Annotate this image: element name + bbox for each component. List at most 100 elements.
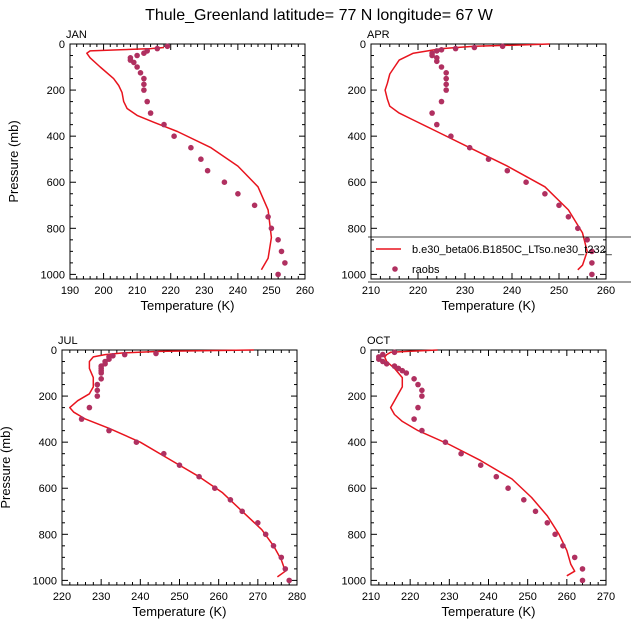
raobs-point: [204, 167, 211, 174]
x-tick-label: 250: [170, 591, 188, 603]
x-axis-label: Temperature (K): [442, 604, 536, 619]
raobs-point: [584, 237, 590, 243]
panel-label: JUL: [58, 335, 78, 347]
y-tick-label: 600: [39, 483, 57, 495]
y-tick-label: 400: [348, 437, 366, 449]
raobs-point: [286, 577, 293, 584]
raobs-point: [521, 497, 527, 503]
raobs-point: [133, 439, 140, 446]
x-tick-label: 260: [558, 591, 576, 603]
raobs-point: [262, 531, 269, 538]
y-tick-label: 800: [348, 529, 366, 541]
model-line: [69, 349, 287, 578]
raobs-point: [523, 179, 529, 185]
raobs-point: [556, 202, 562, 209]
raobs-point: [251, 202, 258, 209]
raobs-point: [131, 59, 137, 66]
raobs-point: [391, 349, 398, 356]
raobs-point: [227, 497, 234, 503]
raobs-point: [198, 156, 204, 162]
raobs-point: [188, 144, 194, 151]
y-tick-label: 1000: [33, 575, 57, 587]
panel-label: APR: [367, 29, 390, 41]
panel-oct: 210 220 230 240 250 260 270 0 200 400 600 800 1000 Te…: [342, 335, 616, 619]
x-tick-label: 210: [128, 285, 146, 297]
raobs-point: [94, 381, 101, 388]
y-tick-label: 400: [39, 437, 57, 449]
y-tick-label: 0: [51, 345, 57, 357]
raobs-point: [434, 48, 440, 54]
panel-apr: 210 220 230 240 250 260 0 200 400 600 800 1000 Tempe…: [342, 29, 616, 313]
panel-label: JAN: [66, 29, 87, 41]
x-tick-label: 230: [440, 591, 458, 603]
x-tick-label: 220: [401, 591, 419, 603]
x-tick-label: 250: [518, 591, 536, 603]
y-tick-label: 800: [348, 223, 366, 235]
x-tick-label: 240: [229, 285, 247, 297]
x-tick-label: 280: [288, 591, 306, 603]
y-tick-label: 800: [47, 223, 65, 235]
raobs-point: [270, 543, 277, 549]
raobs-point: [443, 75, 450, 82]
raobs-point: [466, 144, 473, 151]
y-tick-label: 1000: [342, 575, 366, 587]
raobs-point: [141, 75, 147, 82]
raobs-point: [438, 98, 445, 105]
x-tick-label: 250: [262, 285, 280, 297]
raobs-point: [434, 58, 440, 65]
x-tick-label: 220: [53, 591, 71, 603]
y-tick-label: 200: [47, 85, 65, 97]
raobs-point: [98, 370, 104, 376]
x-tick-label: 230: [195, 285, 213, 297]
raobs-point: [141, 87, 147, 93]
raobs-point: [78, 416, 85, 422]
raobs-point: [579, 566, 586, 572]
x-tick-label: 190: [61, 285, 79, 297]
raobs-point: [161, 450, 167, 457]
x-tick-label: 270: [597, 591, 615, 603]
raobs-point: [86, 404, 93, 411]
raobs-point: [589, 260, 595, 266]
raobs-point: [278, 554, 285, 561]
raobs-point: [579, 577, 586, 584]
model-line: [384, 43, 588, 271]
raobs-point: [141, 50, 147, 56]
x-tick-label: 260: [209, 591, 227, 603]
raobs-point: [452, 45, 459, 52]
raobs-point: [278, 248, 285, 255]
model-line: [86, 46, 273, 271]
raobs-point: [443, 81, 450, 88]
raobs-point: [499, 43, 506, 50]
raobs-point: [141, 81, 147, 88]
raobs-point: [134, 52, 140, 59]
raobs-point: [552, 531, 558, 538]
y-tick-label: 1000: [342, 269, 366, 281]
raobs-point: [137, 70, 144, 76]
raobs-point: [265, 214, 271, 220]
raobs-point: [282, 260, 288, 266]
raobs-point: [434, 121, 440, 128]
raobs-point: [147, 110, 154, 116]
y-tick-label: 600: [348, 177, 366, 189]
x-tick-label: 240: [503, 285, 521, 297]
x-tick-label: 240: [479, 591, 497, 603]
legend-model-label: b.e30_beta06.B1850C_LTso.ne30_t232_: [412, 244, 613, 256]
y-tick-label: 600: [47, 177, 65, 189]
raobs-point: [443, 87, 450, 93]
raobs-point: [438, 64, 445, 70]
raobs-point: [98, 376, 104, 382]
raobs-point: [565, 214, 572, 220]
x-tick-label: 260: [597, 285, 615, 297]
raobs-point: [415, 404, 421, 411]
raobs-point: [275, 271, 281, 278]
raobs-point: [161, 121, 167, 128]
x-tick-label: 200: [94, 285, 112, 297]
y-axis-label: Pressure (mb): [0, 426, 13, 508]
y-tick-label: 200: [348, 85, 366, 97]
raobs-point: [471, 44, 478, 51]
raobs-point: [275, 237, 281, 243]
raobs-point: [106, 427, 112, 434]
panel-jul: 220 230 240 250 260 270 280 0 200 400 600 800 1000 Te…: [0, 335, 306, 619]
x-axis-label: Temperature (K): [442, 298, 536, 313]
